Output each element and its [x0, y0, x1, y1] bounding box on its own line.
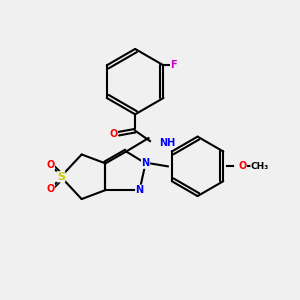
- Text: N: N: [142, 158, 150, 168]
- Text: O: O: [46, 160, 55, 170]
- Text: F: F: [170, 60, 177, 70]
- Text: S: S: [57, 172, 65, 182]
- Text: CH₃: CH₃: [251, 162, 269, 171]
- Text: N: N: [136, 185, 144, 195]
- Text: O: O: [109, 129, 118, 139]
- Text: O: O: [238, 161, 246, 171]
- Text: NH: NH: [159, 138, 175, 148]
- Text: O: O: [46, 184, 55, 194]
